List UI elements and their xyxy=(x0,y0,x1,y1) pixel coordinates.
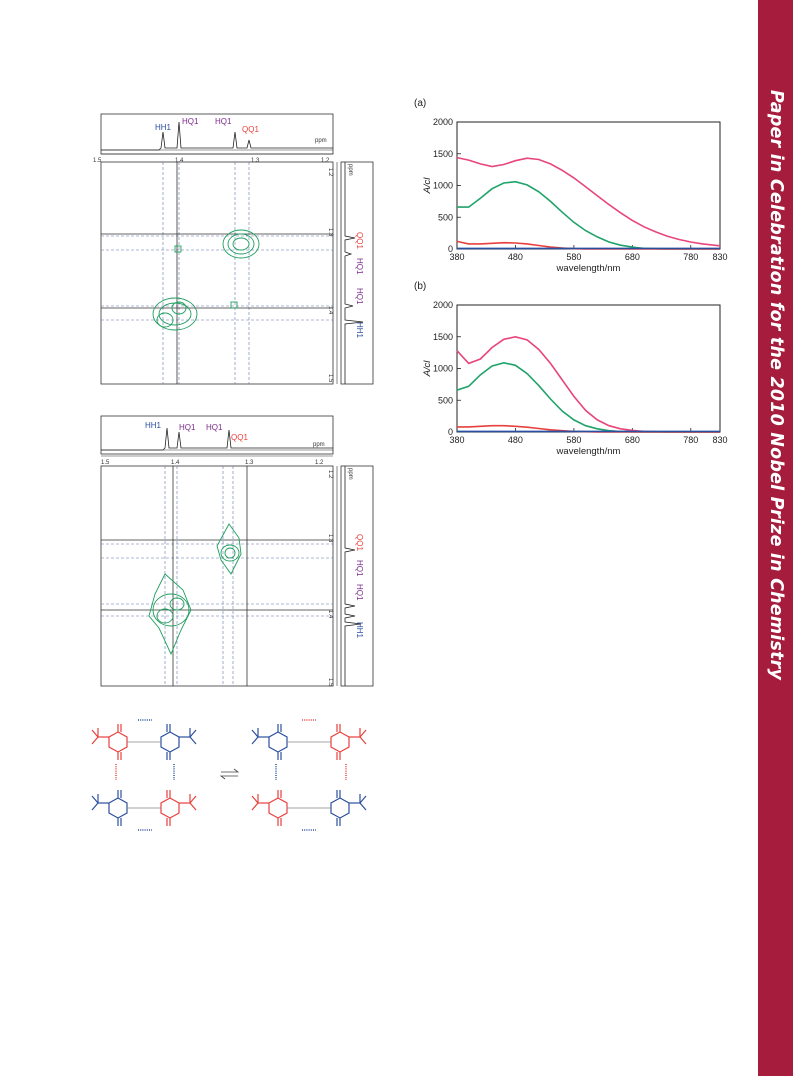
projection-trace-vertical xyxy=(344,466,362,686)
peak-label-hh1: HH1 xyxy=(145,421,162,430)
x-tick-label: 780 xyxy=(683,435,698,445)
x-tick-label: 380 xyxy=(449,435,464,445)
series-line-1 xyxy=(456,361,720,433)
projection-trace xyxy=(101,121,333,151)
x-tick-label: 830 xyxy=(712,252,727,262)
y-tick-label: 0 xyxy=(448,244,453,254)
y-peak-qq1: QQ1 xyxy=(355,534,364,551)
y-peak-qq1: QQ1 xyxy=(355,232,364,249)
panel-label: (a) xyxy=(414,98,426,109)
ppm-label-vertical: ppm xyxy=(347,164,353,176)
y-peak-hq1-a: HQ1 xyxy=(355,560,364,577)
y-tick-label: 1500 xyxy=(433,149,453,159)
x-tick: 1.2 xyxy=(321,158,330,164)
y-tick-label: 500 xyxy=(438,212,453,222)
x-tick: 1.3 xyxy=(245,460,254,466)
y-peak-hq1-b: HQ1 xyxy=(355,288,364,305)
projection-trace-vertical xyxy=(344,162,364,384)
x-tick-label: 580 xyxy=(566,252,581,262)
x-tick: 1.2 xyxy=(315,460,324,466)
y-tick: 1.4 xyxy=(327,306,333,315)
peak-label-qq1: QQ1 xyxy=(231,433,248,442)
nmr-spectrum-bottom: HH1 HQ1 HQ1 QQ1 ppm 1.5 1.4 1.3 1.2 1.2 … xyxy=(100,415,374,687)
y-peak-hq1-a: HQ1 xyxy=(355,258,364,275)
y-tick: 1.5 xyxy=(327,374,333,383)
x-tick-label: 480 xyxy=(508,252,523,262)
left-dimer xyxy=(91,719,197,831)
y-tick: 1.3 xyxy=(327,534,333,543)
y-tick-label: 500 xyxy=(438,395,453,405)
y-tick: 1.2 xyxy=(327,470,333,479)
x-tick-label: 480 xyxy=(508,435,523,445)
equilibrium-arrows xyxy=(219,768,240,780)
peak-label-hq1-b: HQ1 xyxy=(215,117,232,126)
x-axis-label: wavelength/nm xyxy=(556,263,621,274)
sidebar-title: Paper in Celebration for the 2010 Nobel … xyxy=(766,89,786,681)
uv-vis-chart-b: (b) 0 500 1000 1500 2000 380 480 580 680 780 830 wav… xyxy=(414,281,728,457)
y-tick-label: 2000 xyxy=(433,300,453,310)
peak-label-hh1: HH1 xyxy=(155,123,172,132)
y-peak-hq1-b: HQ1 xyxy=(355,584,364,601)
dimer-equilibrium-scheme xyxy=(91,719,367,831)
x-tick: 1.4 xyxy=(171,460,180,466)
y-tick: 1.2 xyxy=(327,168,333,177)
y-tick: 1.4 xyxy=(327,610,333,619)
x-tick: 1.5 xyxy=(101,460,110,466)
peak-label-qq1: QQ1 xyxy=(242,125,259,134)
panel-label: (b) xyxy=(414,281,426,292)
series-line-1 xyxy=(457,180,720,250)
right-dimer xyxy=(251,719,367,831)
peak-label-hq1-a: HQ1 xyxy=(179,423,196,432)
y-tick-label: 0 xyxy=(448,427,453,437)
y-tick-label: 2000 xyxy=(433,117,453,127)
x-tick: 1.3 xyxy=(251,158,260,164)
x-tick-label: 680 xyxy=(625,252,640,262)
series-line-0 xyxy=(456,335,720,433)
peak-label-hq1-a: HQ1 xyxy=(182,117,199,126)
sidebar-band xyxy=(758,0,793,1076)
x-tick: 1.5 xyxy=(93,158,102,164)
x-tick-label: 380 xyxy=(449,252,464,262)
peak-label-hq1-b: HQ1 xyxy=(206,423,223,432)
y-tick: 1.3 xyxy=(327,228,333,237)
plot-frame xyxy=(456,121,721,250)
y-axis-label: A/cl xyxy=(422,177,433,195)
x-axis-label: wavelength/nm xyxy=(556,446,621,457)
ppm-label-vertical: ppm xyxy=(347,468,353,480)
x-tick-label: 680 xyxy=(625,435,640,445)
y-tick-label: 1500 xyxy=(433,332,453,342)
x-tick: 1.4 xyxy=(175,158,184,164)
projection-trace xyxy=(101,427,333,451)
x-tick-label: 580 xyxy=(566,435,581,445)
x-tick-label: 830 xyxy=(712,435,727,445)
y-axis-label: A/cl xyxy=(422,360,433,378)
nmr-spectrum-top: HH1 HQ1 HQ1 QQ1 ppm 1.5 1.4 1.3 1.2 1.2 … xyxy=(93,113,374,385)
ppm-label: ppm xyxy=(315,138,327,144)
x-tick-label: 780 xyxy=(683,252,698,262)
y-tick: 1.5 xyxy=(327,678,333,687)
y-peak-hh1: HH1 xyxy=(355,622,364,639)
y-peak-hh1: HH1 xyxy=(355,322,364,339)
uv-vis-chart-a: (a) 0 500 1000 1500 2000 380 480 580 680 780 830 wav… xyxy=(414,98,728,274)
ppm-label: ppm xyxy=(313,442,325,448)
series-line-0 xyxy=(456,156,721,247)
y-tick-label: 1000 xyxy=(433,181,453,191)
y-tick-label: 1000 xyxy=(433,364,453,374)
